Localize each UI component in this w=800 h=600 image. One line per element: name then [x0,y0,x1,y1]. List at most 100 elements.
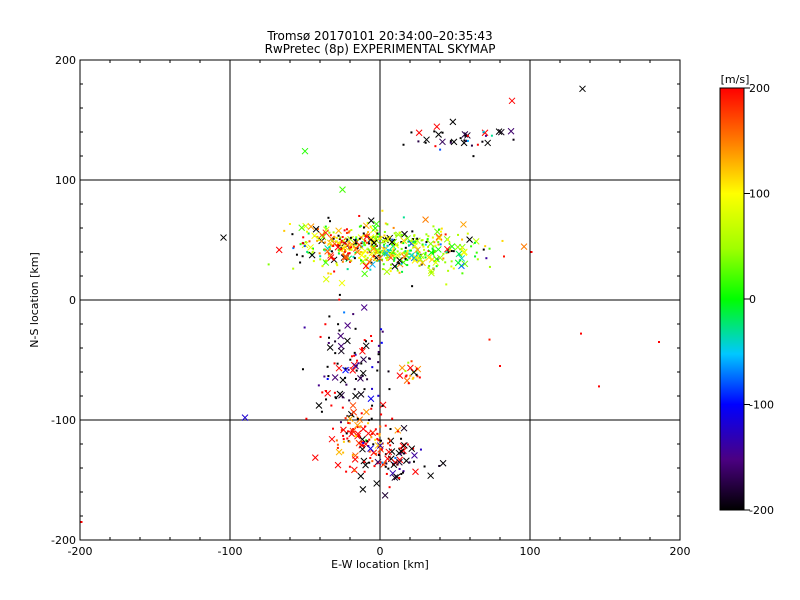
scatter-point-dot [374,438,377,441]
scatter-point-dot [334,340,337,343]
scatter-point-dot [444,261,447,264]
scatter-point-dot [337,249,340,252]
scatter-point-cross [435,131,442,138]
scatter-point-dot [484,245,487,248]
scatter-point-cross [458,255,466,262]
scatter-point-dot [301,368,304,371]
scatter-point-dot [320,410,323,413]
scatter-point-dot [339,236,342,239]
scatter-point-dot [387,370,390,373]
scatter-point-dot [344,417,347,420]
scatter-point-cross [461,248,468,256]
scatter-point-dot [412,447,415,450]
scatter-point-dot [379,425,382,428]
scatter-point-dot [355,242,358,245]
scatter-point-dot [363,226,366,229]
scatter-point-dot [332,427,335,430]
scatter-point-dot [350,355,353,358]
scatter-point-dot [351,454,354,457]
scatter-point-dot [382,240,385,243]
scatter-point-cross [311,454,319,462]
scatter-point-cross [435,234,443,242]
scatter-point-dot [365,258,368,261]
scatter-point-dot [292,267,295,270]
scatter-point-dot [383,243,386,246]
scatter-point-dot [375,237,378,240]
scatter-point-dot [376,232,379,235]
scatter-point-dot [501,239,504,242]
scatter-point-cross [367,234,375,241]
scatter-point-dot [335,236,338,239]
scatter-point-dot [428,265,431,268]
scatter-point-dot [351,236,354,239]
scatter-point-dot [353,388,356,391]
scatter-point-dot [378,432,381,435]
scatter-point-dot [420,239,423,242]
colorbar-tick-label: -200 [749,504,774,517]
scatter-point-cross [361,270,369,278]
scatter-point-dot [484,134,487,137]
scatter-point-dot [370,240,373,243]
scatter-point-dot [407,382,410,385]
scatter-point-dot [340,241,343,244]
scatter-point-dot [374,428,377,431]
scatter-point-dot [374,452,377,455]
scatter-point-dot [360,242,363,245]
scatter-point-dot [341,406,344,409]
scatter-point-cross [370,239,378,247]
scatter-point-dot [378,452,381,455]
scatter-point-dot [380,439,383,442]
scatter-point-dot [288,223,291,226]
scatter-point-cross [427,240,435,248]
scatter-point-dot [416,375,419,378]
x-tick-label: 100 [520,545,541,558]
scatter-point-dot [347,240,350,243]
scatter-point-cross [400,424,408,432]
scatter-point-dot [355,364,358,367]
scatter-point-cross [415,129,423,137]
scatter-point-cross [403,457,410,465]
scatter-point-dot [383,234,386,237]
scatter-point-dot [295,253,298,256]
scatter-point-dot [407,244,410,247]
scatter-point-dot [384,453,387,456]
scatter-point-cross [373,480,381,487]
scatter-point-dot [348,247,351,250]
scatter-point-dot [401,270,404,273]
scatter-point-dot [403,452,406,455]
scatter-point-cross [359,486,367,493]
scatter-point-dot [328,315,331,318]
scatter-point-cross [394,251,401,259]
scatter-point-cross [308,251,316,259]
scatter-point-dot [358,435,361,438]
scatter-point-cross [449,118,457,126]
scatter-point-dot [299,261,302,264]
scatter-point-dot [474,255,477,258]
scatter-point-dot [376,235,379,238]
scatter-point-dot [366,256,369,259]
scatter-point-cross [341,243,349,251]
scatter-point-dot [389,444,392,447]
scatter-point-dot [363,241,366,244]
scatter-point-dot [360,236,363,239]
scatter-point-dot [356,417,359,420]
scatter-point-dot [431,236,434,239]
scatter-point-dot [366,267,369,270]
scatter-point-cross [301,147,309,155]
scatter-point-dot [426,239,429,242]
scatter-point-dot [458,253,461,256]
scatter-point-dot [367,231,370,234]
scatter-point-cross [373,220,380,228]
scatter-point-dot [324,323,327,326]
scatter-point-dot [449,140,452,143]
scatter-point-dot [415,367,418,370]
scatter-point-dot [391,417,394,420]
scatter-point-cross [396,372,404,379]
scatter-point-dot [402,242,405,245]
scatter-point-cross [439,459,447,467]
scatter-point-cross [450,138,458,146]
scatter-point-cross [302,222,309,230]
scatter-point-cross [396,456,404,464]
scatter-point-dot [388,388,391,391]
scatter-point-dot [368,242,371,245]
